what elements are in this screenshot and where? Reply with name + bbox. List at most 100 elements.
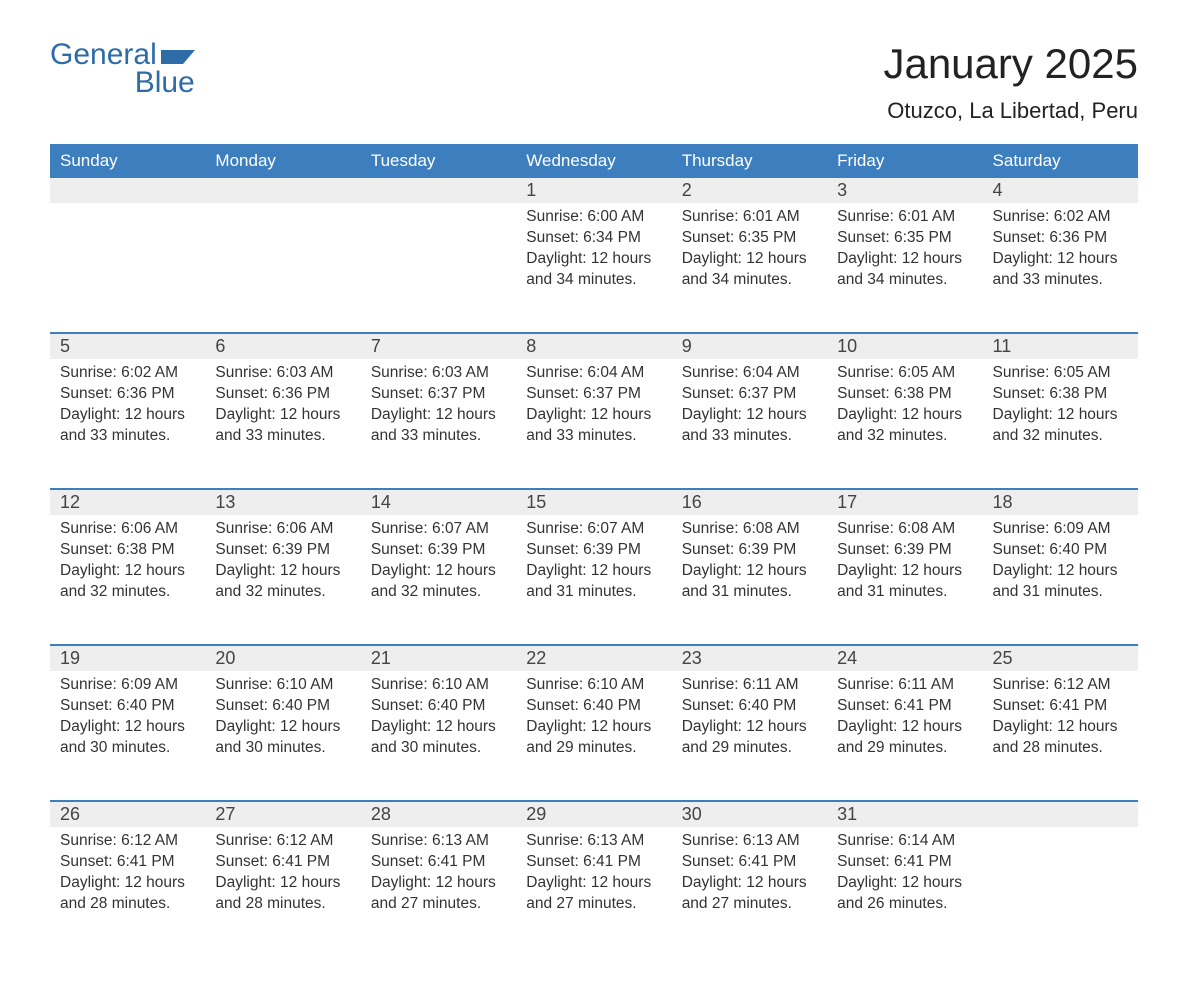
sunset-text: Sunset: 6:36 PM <box>215 384 350 405</box>
sunset-text: Sunset: 6:39 PM <box>215 540 350 561</box>
day-content-cell <box>983 827 1138 957</box>
sunset-text: Sunset: 6:36 PM <box>993 228 1128 249</box>
day-number-cell <box>50 178 205 203</box>
sunrise-text: Sunrise: 6:06 AM <box>60 519 195 540</box>
day-number-cell: 7 <box>361 333 516 359</box>
day-content-cell: Sunrise: 6:12 AMSunset: 6:41 PMDaylight:… <box>50 827 205 957</box>
day-number-cell: 20 <box>205 645 360 671</box>
sunrise-text: Sunrise: 6:13 AM <box>682 831 817 852</box>
daylight-text-line1: Daylight: 12 hours <box>371 561 506 582</box>
day-number-cell: 10 <box>827 333 982 359</box>
daylight-text-line1: Daylight: 12 hours <box>682 561 817 582</box>
daylight-text-line1: Daylight: 12 hours <box>837 717 972 738</box>
sunrise-text: Sunrise: 6:08 AM <box>837 519 972 540</box>
sunrise-text: Sunrise: 6:14 AM <box>837 831 972 852</box>
day-content-cell: Sunrise: 6:01 AMSunset: 6:35 PMDaylight:… <box>672 203 827 333</box>
day-content-cell: Sunrise: 6:11 AMSunset: 6:40 PMDaylight:… <box>672 671 827 801</box>
sunset-text: Sunset: 6:41 PM <box>215 852 350 873</box>
day-content-cell: Sunrise: 6:14 AMSunset: 6:41 PMDaylight:… <box>827 827 982 957</box>
daylight-text-line2: and 34 minutes. <box>682 270 817 291</box>
day-number-cell: 2 <box>672 178 827 203</box>
daylight-text-line1: Daylight: 12 hours <box>837 405 972 426</box>
day-content-cell: Sunrise: 6:00 AMSunset: 6:34 PMDaylight:… <box>516 203 671 333</box>
sunset-text: Sunset: 6:39 PM <box>371 540 506 561</box>
daylight-text-line2: and 32 minutes. <box>60 582 195 603</box>
weekday-header: Saturday <box>983 144 1138 178</box>
day-content-cell: Sunrise: 6:08 AMSunset: 6:39 PMDaylight:… <box>827 515 982 645</box>
daylight-text-line2: and 30 minutes. <box>371 738 506 759</box>
day-number-cell <box>205 178 360 203</box>
sunset-text: Sunset: 6:39 PM <box>682 540 817 561</box>
daylight-text-line2: and 33 minutes. <box>371 426 506 447</box>
sunset-text: Sunset: 6:40 PM <box>682 696 817 717</box>
daylight-text-line2: and 31 minutes. <box>526 582 661 603</box>
daylight-text-line1: Daylight: 12 hours <box>526 717 661 738</box>
sunset-text: Sunset: 6:40 PM <box>60 696 195 717</box>
day-content-cell: Sunrise: 6:11 AMSunset: 6:41 PMDaylight:… <box>827 671 982 801</box>
daylight-text-line1: Daylight: 12 hours <box>215 405 350 426</box>
daylight-text-line1: Daylight: 12 hours <box>837 873 972 894</box>
day-number-cell: 21 <box>361 645 516 671</box>
daylight-text-line2: and 28 minutes. <box>215 894 350 915</box>
day-number-cell: 4 <box>983 178 1138 203</box>
sunrise-text: Sunrise: 6:12 AM <box>60 831 195 852</box>
sunset-text: Sunset: 6:38 PM <box>837 384 972 405</box>
day-content-cell: Sunrise: 6:13 AMSunset: 6:41 PMDaylight:… <box>361 827 516 957</box>
daylight-text-line1: Daylight: 12 hours <box>993 717 1128 738</box>
daylight-text-line2: and 32 minutes. <box>215 582 350 603</box>
sunset-text: Sunset: 6:37 PM <box>682 384 817 405</box>
sunrise-text: Sunrise: 6:12 AM <box>215 831 350 852</box>
day-number-cell: 15 <box>516 489 671 515</box>
sunset-text: Sunset: 6:41 PM <box>837 696 972 717</box>
weekday-header: Monday <box>205 144 360 178</box>
sunset-text: Sunset: 6:37 PM <box>371 384 506 405</box>
sunset-text: Sunset: 6:40 PM <box>526 696 661 717</box>
daylight-text-line1: Daylight: 12 hours <box>371 405 506 426</box>
day-number-cell: 22 <box>516 645 671 671</box>
day-number-cell: 9 <box>672 333 827 359</box>
sunrise-text: Sunrise: 6:03 AM <box>215 363 350 384</box>
day-number-cell: 11 <box>983 333 1138 359</box>
day-number-cell: 28 <box>361 801 516 827</box>
daylight-text-line2: and 27 minutes. <box>371 894 506 915</box>
month-title: January 2025 <box>883 40 1138 88</box>
sunset-text: Sunset: 6:41 PM <box>682 852 817 873</box>
logo-word2: Blue <box>50 68 195 98</box>
day-content-cell: Sunrise: 6:06 AMSunset: 6:39 PMDaylight:… <box>205 515 360 645</box>
calendar-table: SundayMondayTuesdayWednesdayThursdayFrid… <box>50 144 1138 957</box>
day-number-cell: 25 <box>983 645 1138 671</box>
daylight-text-line1: Daylight: 12 hours <box>526 405 661 426</box>
daylight-text-line2: and 33 minutes. <box>993 270 1128 291</box>
day-content-cell: Sunrise: 6:04 AMSunset: 6:37 PMDaylight:… <box>516 359 671 489</box>
sunrise-text: Sunrise: 6:09 AM <box>993 519 1128 540</box>
sunset-text: Sunset: 6:41 PM <box>993 696 1128 717</box>
daylight-text-line2: and 33 minutes. <box>60 426 195 447</box>
sunset-text: Sunset: 6:39 PM <box>526 540 661 561</box>
day-content-cell: Sunrise: 6:05 AMSunset: 6:38 PMDaylight:… <box>983 359 1138 489</box>
daylight-text-line2: and 31 minutes. <box>682 582 817 603</box>
sunrise-text: Sunrise: 6:10 AM <box>371 675 506 696</box>
week-daynum-row: 262728293031 <box>50 801 1138 827</box>
week-content-row: Sunrise: 6:09 AMSunset: 6:40 PMDaylight:… <box>50 671 1138 801</box>
daylight-text-line2: and 32 minutes. <box>837 426 972 447</box>
daylight-text-line2: and 29 minutes. <box>837 738 972 759</box>
daylight-text-line2: and 32 minutes. <box>993 426 1128 447</box>
week-daynum-row: 19202122232425 <box>50 645 1138 671</box>
sunset-text: Sunset: 6:41 PM <box>837 852 972 873</box>
day-content-cell: Sunrise: 6:12 AMSunset: 6:41 PMDaylight:… <box>983 671 1138 801</box>
day-number-cell: 18 <box>983 489 1138 515</box>
sunrise-text: Sunrise: 6:12 AM <box>993 675 1128 696</box>
sunrise-text: Sunrise: 6:07 AM <box>526 519 661 540</box>
day-number-cell <box>983 801 1138 827</box>
day-number-cell: 12 <box>50 489 205 515</box>
sunset-text: Sunset: 6:38 PM <box>993 384 1128 405</box>
daylight-text-line1: Daylight: 12 hours <box>837 561 972 582</box>
day-content-cell: Sunrise: 6:10 AMSunset: 6:40 PMDaylight:… <box>205 671 360 801</box>
calendar-header-row: SundayMondayTuesdayWednesdayThursdayFrid… <box>50 144 1138 178</box>
sunrise-text: Sunrise: 6:13 AM <box>371 831 506 852</box>
sunrise-text: Sunrise: 6:13 AM <box>526 831 661 852</box>
sunrise-text: Sunrise: 6:04 AM <box>682 363 817 384</box>
sunset-text: Sunset: 6:40 PM <box>215 696 350 717</box>
daylight-text-line1: Daylight: 12 hours <box>371 873 506 894</box>
sunrise-text: Sunrise: 6:03 AM <box>371 363 506 384</box>
